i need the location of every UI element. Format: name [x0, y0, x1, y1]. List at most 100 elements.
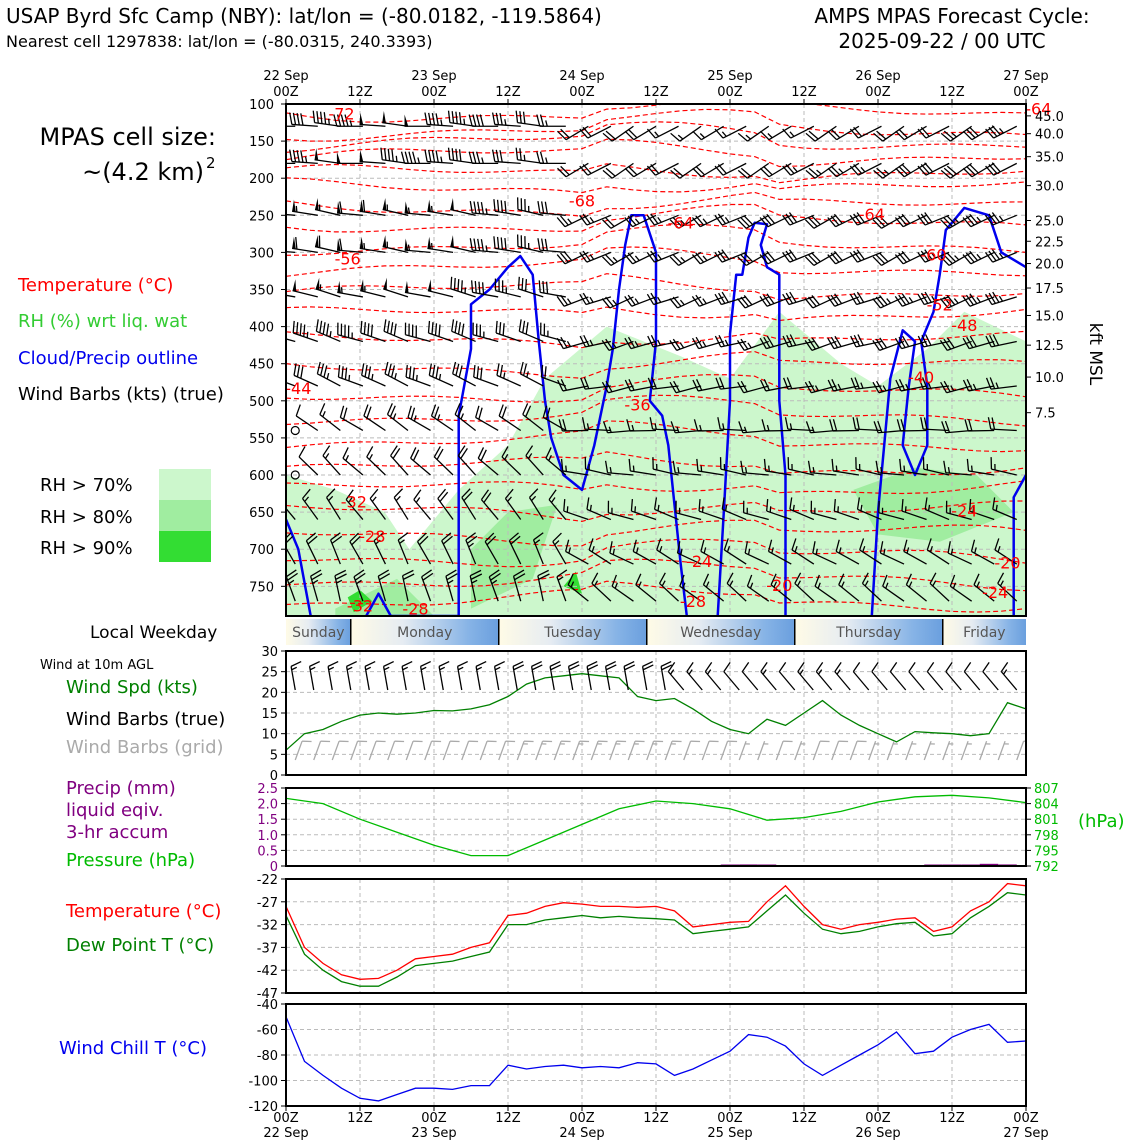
barb-shaft — [743, 512, 769, 521]
barb-full — [363, 404, 369, 417]
barb-full — [370, 324, 374, 337]
upper-wind-barb — [314, 198, 341, 216]
barb-half — [329, 331, 332, 338]
barb-full — [853, 334, 861, 347]
barb-shaft — [334, 575, 341, 602]
barb-full — [586, 660, 598, 667]
barb-full — [651, 377, 658, 389]
pressure-tick-label: 350 — [249, 284, 274, 299]
barb-full — [391, 149, 394, 162]
barb-full — [524, 279, 528, 292]
barb-full — [714, 165, 724, 176]
barb-full — [970, 539, 976, 552]
temp-contour-label: -24 — [982, 583, 1008, 602]
barb-shaft — [946, 512, 972, 521]
barb-full — [763, 458, 767, 472]
barb-full — [601, 381, 609, 394]
barb-full — [519, 111, 522, 124]
barb-shaft — [327, 666, 333, 691]
barb-half — [504, 119, 507, 126]
barb-full — [504, 200, 507, 214]
barb-half — [589, 296, 594, 303]
wind-speed-line — [286, 673, 1026, 751]
pressure-tick-label: 150 — [249, 135, 274, 150]
barb-full — [431, 322, 434, 335]
upper-wind-barb — [461, 488, 477, 520]
barb-shaft — [812, 552, 837, 565]
barb-full — [635, 573, 642, 586]
barb-shaft — [794, 740, 803, 761]
barb-full — [624, 296, 633, 307]
barb-full — [457, 279, 460, 292]
barb-half — [931, 252, 936, 259]
upper-wind-barb — [922, 457, 950, 476]
barb-shaft — [991, 296, 1017, 306]
bottom-hour-label: 00Z — [569, 1111, 595, 1126]
bottom-hour-label: 12Z — [939, 1111, 965, 1126]
barb-flag — [292, 236, 296, 249]
barb-shaft — [563, 296, 589, 307]
rh-legend-80-swatch — [159, 500, 211, 531]
barb-full — [602, 421, 609, 433]
barb-full — [446, 573, 458, 581]
barb-half — [356, 579, 362, 585]
top-hour-label: 00Z — [865, 85, 891, 100]
barb-full — [473, 364, 476, 378]
barb-shaft — [741, 671, 759, 691]
upper-wind-barb — [552, 532, 567, 565]
cloud-outline-1 — [365, 214, 689, 616]
surface-wind-barb-true — [308, 660, 320, 691]
barb-full — [693, 419, 699, 432]
barb-full — [474, 280, 477, 294]
barb-shaft — [701, 162, 724, 178]
barb-full — [903, 539, 908, 552]
temp-contour-label: -44 — [285, 379, 311, 398]
surface-wind-barb-true — [475, 660, 487, 691]
barb-full — [330, 532, 341, 541]
upper-wind-barb — [670, 162, 702, 179]
barb-shaft — [970, 214, 995, 228]
upper-wind-barb — [537, 238, 566, 254]
barb-flag — [359, 199, 364, 212]
barb-shaft — [508, 540, 522, 565]
surface-wind-barb-grid — [553, 740, 571, 761]
barb-half — [371, 373, 374, 381]
barb-full — [293, 363, 297, 376]
barb-full — [992, 497, 996, 510]
upper-wind-barb — [579, 334, 612, 348]
barb-full — [679, 574, 685, 587]
barb-full — [861, 572, 869, 584]
upper-wind-barb — [602, 421, 634, 434]
barb-shaft — [924, 251, 950, 263]
barb-full — [718, 292, 726, 304]
top-hour-label: 00Z — [569, 85, 595, 100]
upper-wind-barb — [390, 445, 409, 476]
barb-full — [691, 254, 701, 265]
barb-full — [714, 293, 722, 305]
bottom-date-label: 27 Sep — [1003, 1126, 1048, 1140]
barb-shaft — [855, 385, 882, 390]
barb-shaft — [382, 121, 409, 127]
upper-wind-barb — [859, 538, 882, 565]
barb-full — [364, 660, 376, 667]
surface-wind-barb-true — [889, 662, 907, 691]
barb-full — [583, 377, 590, 389]
barb-half — [747, 342, 752, 349]
barb-full — [827, 130, 838, 141]
y-tick-label: -80 — [257, 1049, 278, 1064]
barb-shaft — [997, 582, 1018, 602]
barb-full — [501, 446, 509, 458]
barb-full — [319, 320, 323, 333]
barb-shaft — [902, 251, 927, 265]
barb-shaft — [413, 499, 432, 520]
barb-full — [309, 660, 320, 667]
barb-half — [328, 495, 334, 502]
barb-full — [898, 294, 907, 306]
barb-half — [817, 582, 821, 589]
barb-full — [478, 281, 481, 294]
barb-half — [438, 373, 442, 381]
upper-wind-barb — [924, 497, 950, 521]
legend-cloud: Cloud/Precip outline — [18, 348, 198, 369]
upper-wind-barb — [437, 488, 454, 520]
kft-tick-label: 30.0 — [1035, 180, 1064, 195]
